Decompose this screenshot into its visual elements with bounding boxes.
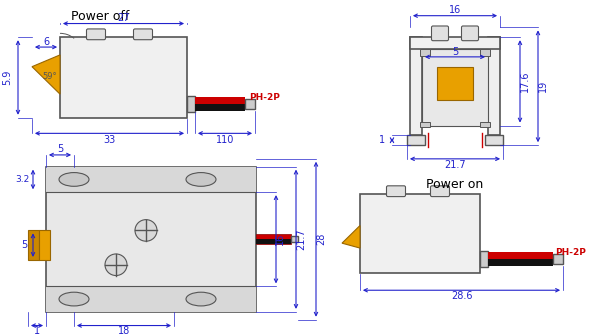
Text: 21.7: 21.7 xyxy=(444,160,466,170)
Bar xyxy=(420,49,430,56)
Text: 21.7: 21.7 xyxy=(296,228,306,250)
Text: 28: 28 xyxy=(316,233,326,245)
Bar xyxy=(488,252,553,266)
Bar xyxy=(488,37,500,135)
Bar xyxy=(480,122,490,127)
Text: 6: 6 xyxy=(43,37,49,47)
Text: 17.6: 17.6 xyxy=(520,71,530,92)
Bar xyxy=(256,239,291,244)
Text: 1: 1 xyxy=(34,326,40,336)
FancyBboxPatch shape xyxy=(431,186,449,197)
Polygon shape xyxy=(342,225,360,248)
Bar xyxy=(410,37,422,135)
FancyBboxPatch shape xyxy=(386,186,406,197)
Bar xyxy=(46,167,256,312)
Bar xyxy=(195,97,245,111)
Bar xyxy=(420,122,430,127)
Bar xyxy=(480,251,488,267)
Text: 5.9: 5.9 xyxy=(2,70,12,85)
Text: 3.2: 3.2 xyxy=(15,175,29,184)
Text: 19: 19 xyxy=(538,80,548,92)
Text: 1: 1 xyxy=(379,135,385,145)
Bar xyxy=(407,135,425,145)
Text: 5: 5 xyxy=(21,240,27,250)
FancyBboxPatch shape xyxy=(133,29,152,40)
Bar xyxy=(46,286,256,312)
Ellipse shape xyxy=(186,292,216,306)
Bar xyxy=(195,104,245,111)
Polygon shape xyxy=(32,55,60,94)
FancyBboxPatch shape xyxy=(431,26,449,41)
Text: Power off: Power off xyxy=(71,10,129,23)
Ellipse shape xyxy=(186,173,216,186)
Bar xyxy=(360,194,480,272)
Circle shape xyxy=(135,220,157,241)
Bar xyxy=(39,230,50,260)
Bar xyxy=(488,259,553,266)
Text: 16: 16 xyxy=(449,5,461,15)
Ellipse shape xyxy=(59,173,89,186)
Text: 110: 110 xyxy=(216,135,234,145)
Text: 5: 5 xyxy=(57,144,63,154)
Bar xyxy=(245,99,255,109)
Text: PH-2P: PH-2P xyxy=(556,248,586,257)
FancyBboxPatch shape xyxy=(461,26,479,41)
Text: 27: 27 xyxy=(117,13,130,23)
Text: 59°: 59° xyxy=(43,72,58,81)
Bar xyxy=(187,96,195,112)
Bar xyxy=(553,254,563,264)
FancyBboxPatch shape xyxy=(86,29,106,40)
Text: 33: 33 xyxy=(103,135,116,145)
Text: Power on: Power on xyxy=(427,178,484,192)
Ellipse shape xyxy=(59,292,89,306)
Text: 28.6: 28.6 xyxy=(451,291,472,301)
Bar xyxy=(46,167,256,192)
Text: PH-2P: PH-2P xyxy=(250,93,280,102)
Bar xyxy=(485,135,503,145)
Bar xyxy=(422,49,488,126)
Text: 5: 5 xyxy=(452,47,458,57)
Text: 18: 18 xyxy=(118,326,130,336)
Circle shape xyxy=(105,254,127,276)
Bar xyxy=(480,49,490,56)
Text: 16: 16 xyxy=(275,233,285,245)
Bar xyxy=(437,67,473,100)
Bar xyxy=(60,37,187,118)
Bar xyxy=(291,236,298,242)
Bar xyxy=(256,234,291,244)
Bar xyxy=(28,230,39,260)
Bar xyxy=(410,37,500,49)
